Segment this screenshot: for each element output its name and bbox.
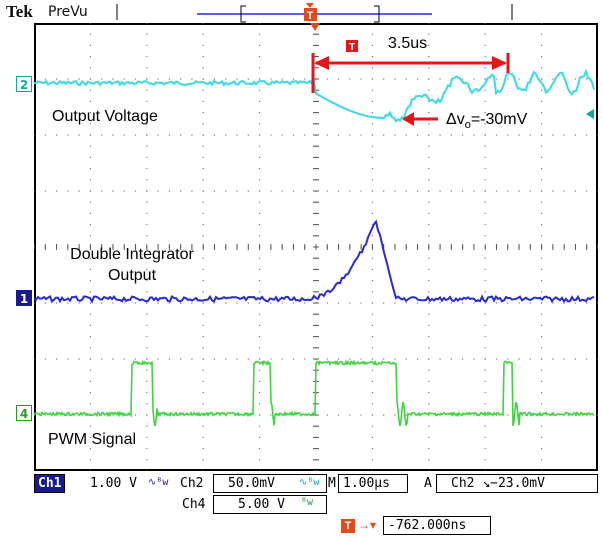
- waveform-canvas: T: [34, 23, 598, 471]
- trace-ch1-double-integrator: [34, 219, 595, 304]
- acquisition-mode: PreVu: [48, 4, 88, 20]
- brand-logo: Tek: [6, 2, 33, 21]
- ch1-scale: 1.00 V: [90, 476, 137, 491]
- svg-text:T: T: [349, 42, 355, 53]
- ch2-scale: 50.0mV: [213, 474, 327, 493]
- ch2-offscreen-marker: [586, 109, 594, 119]
- ch4-tag[interactable]: Ch4: [182, 497, 206, 512]
- timebase-tag: M: [328, 476, 336, 491]
- ch1-coupling-icon: ∿ᴮw: [148, 477, 169, 488]
- record-view-bar: T: [116, 3, 513, 23]
- ch4-coupling-icon: ᴮw: [301, 497, 314, 508]
- trigger-level: −23.0mV: [490, 476, 545, 491]
- horizontal-position-icon: T: [341, 519, 355, 533]
- ch2-coupling-icon: ∿ᴮw: [299, 477, 320, 488]
- trigger-position-marker: [304, 8, 317, 21]
- double-integrator-label-line2: Output: [107, 267, 157, 284]
- position-arrow-icon: →▾: [358, 518, 377, 532]
- trigger-icon: [346, 40, 358, 52]
- trace-ch4-pwm: [34, 359, 595, 427]
- trigger-readout[interactable]: Ch2 ↘−23.0mV: [436, 474, 598, 493]
- ch2-ground-marker[interactable]: 2: [16, 76, 32, 92]
- svg-text:T: T: [307, 10, 314, 22]
- pwm-signal-label: PWM Signal: [48, 431, 137, 448]
- horizontal-position-value[interactable]: -762.000ns: [383, 516, 491, 535]
- ch4-ground-marker[interactable]: 4: [16, 405, 32, 421]
- ch4-scale: 5.00 V: [213, 495, 327, 514]
- trigger-tag: A: [424, 476, 432, 491]
- timebase-value[interactable]: 1.00µs: [338, 474, 408, 493]
- interval-label: 3.5us: [388, 35, 428, 52]
- delta-vo-label: Δvo=-30mV: [446, 111, 528, 132]
- ch1-tag[interactable]: Ch1: [34, 474, 66, 493]
- trigger-slope-icon: ↘: [482, 476, 491, 491]
- trigger-source: Ch2: [451, 476, 475, 491]
- output-voltage-label: Output Voltage: [52, 108, 158, 125]
- ch1-ground-marker[interactable]: 1: [16, 290, 32, 306]
- double-integrator-label-line1: Double Integrator: [70, 246, 194, 263]
- ch2-tag[interactable]: Ch2: [180, 476, 204, 491]
- trigger-time-marker: [310, 23, 320, 31]
